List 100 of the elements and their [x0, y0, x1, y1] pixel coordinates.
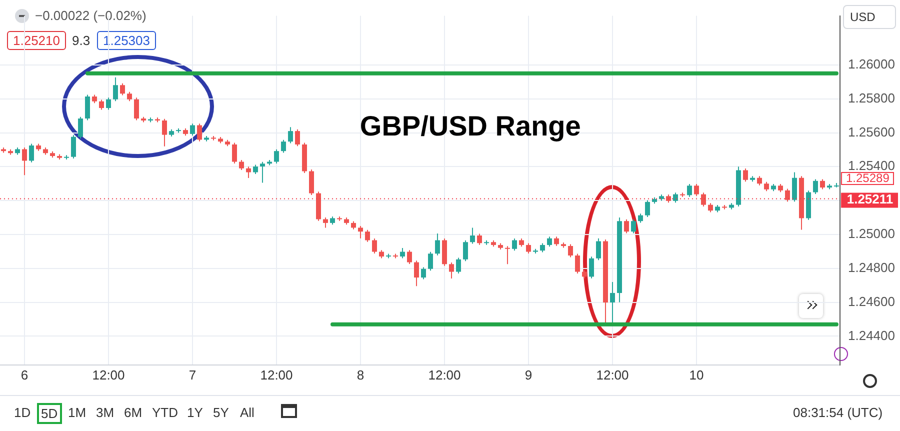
- y-tick-label: 1.25600: [848, 124, 895, 140]
- candlestick: [239, 160, 244, 171]
- candlestick: [589, 256, 594, 279]
- annotation: 1.25303: [97, 31, 156, 50]
- text: 1Y: [187, 405, 203, 420]
- candlestick: [407, 250, 412, 264]
- y-tick-label: 1.25400: [848, 158, 895, 174]
- candlestick: [197, 123, 202, 142]
- candlestick: [638, 213, 643, 224]
- candlestick: [323, 217, 328, 228]
- annotation: 1.25210: [7, 31, 66, 50]
- candlestick: [162, 118, 167, 147]
- candlestick: [547, 236, 552, 248]
- candlestick: [134, 97, 139, 121]
- candlestick: [442, 238, 447, 266]
- x-tick-label: 8: [356, 367, 364, 382]
- candlestick: [820, 178, 825, 190]
- candlestick: [757, 176, 762, 186]
- candlestick: [85, 94, 90, 121]
- candlestick: [673, 192, 678, 204]
- candlestick: [526, 242, 531, 254]
- candlestick: [414, 260, 419, 287]
- candlestick: [22, 147, 27, 176]
- candlestick: [596, 238, 601, 261]
- candlestick: [288, 126, 293, 144]
- candlestick: [253, 164, 258, 174]
- y-tick-label: 1.26000: [848, 56, 895, 72]
- candlestick: [456, 257, 461, 274]
- candlestick: [554, 236, 559, 246]
- candlestick: [232, 142, 237, 164]
- x-tick-label: 6: [20, 367, 28, 382]
- candlestick: [470, 227, 475, 244]
- candlestick: [365, 229, 370, 242]
- candlestick: [120, 82, 125, 96]
- y-tick-label: 1.24400: [848, 328, 895, 343]
- text: 3M: [96, 405, 114, 420]
- text: 5Y: [213, 405, 229, 420]
- text: 6M: [124, 405, 142, 420]
- candlestick: [281, 139, 286, 154]
- text: YTD: [152, 405, 178, 420]
- candlestick: [701, 192, 706, 208]
- candlestick: [813, 178, 818, 194]
- candlestick: [435, 232, 440, 256]
- candlestick: [631, 218, 636, 234]
- text: GBP/USD Range: [360, 110, 581, 142]
- text: 08:31:54 (UTC): [793, 405, 883, 420]
- candlestick: [743, 168, 748, 182]
- x-tick-label: 12:00: [260, 367, 293, 382]
- x-tick-label: 12:00: [428, 367, 461, 382]
- x-tick-label: 12:00: [596, 367, 629, 382]
- candlestick: [358, 226, 363, 239]
- candlestick: [295, 128, 300, 147]
- text: 1M: [68, 405, 86, 420]
- y-tick-label: 1.24600: [848, 294, 895, 309]
- candlestick: [792, 172, 797, 202]
- x-tick-label: 7: [188, 367, 196, 382]
- candlestick: [505, 246, 510, 265]
- candlestick: [785, 188, 790, 202]
- x-tick-label: 12:00: [92, 367, 125, 382]
- x-tick-label: 9: [524, 367, 532, 382]
- candlestick: [645, 200, 650, 218]
- candlestick: [708, 202, 713, 213]
- text: All: [240, 405, 254, 420]
- candlestick: [694, 183, 699, 196]
- candlestick: [449, 262, 454, 280]
- candlestick: [428, 251, 433, 272]
- candlestick: [764, 181, 769, 192]
- candlestick: [512, 238, 517, 252]
- x-tick-label: 10: [689, 367, 704, 382]
- candlestick: [463, 240, 468, 262]
- y-tick-label: 1.25000: [848, 226, 895, 242]
- candlestick: [610, 281, 615, 324]
- y-tick-label: 1.25800: [848, 90, 895, 106]
- text: 5D: [37, 403, 62, 424]
- text: 1.25289: [841, 171, 894, 185]
- candlestick: [477, 233, 482, 246]
- candlestick: [568, 244, 573, 258]
- candlestick: [106, 97, 111, 110]
- annotation: −0.00022 (−0.02%): [35, 8, 146, 23]
- candlestick: [624, 218, 629, 234]
- y-tick-label: 1.24800: [848, 260, 895, 275]
- candlestick: [246, 166, 251, 179]
- text: 1D: [14, 405, 31, 420]
- candlestick: [190, 123, 195, 136]
- candlestick: [127, 91, 132, 102]
- candlestick: [309, 169, 314, 196]
- candlestick: [99, 99, 104, 110]
- candlestick: [71, 134, 76, 160]
- candlestick: [372, 238, 377, 254]
- candlestick: [274, 148, 279, 164]
- candlestick: [421, 266, 426, 280]
- candlestick: [29, 143, 34, 163]
- candlestick: [575, 253, 580, 274]
- candlestick: [400, 248, 405, 259]
- candlestick: [113, 76, 118, 102]
- ref-line-label: 1.25211: [846, 191, 894, 206]
- candlestick: [687, 183, 692, 198]
- candlestick: [260, 161, 265, 184]
- candlestick: [78, 116, 83, 140]
- text: USD: [843, 5, 896, 29]
